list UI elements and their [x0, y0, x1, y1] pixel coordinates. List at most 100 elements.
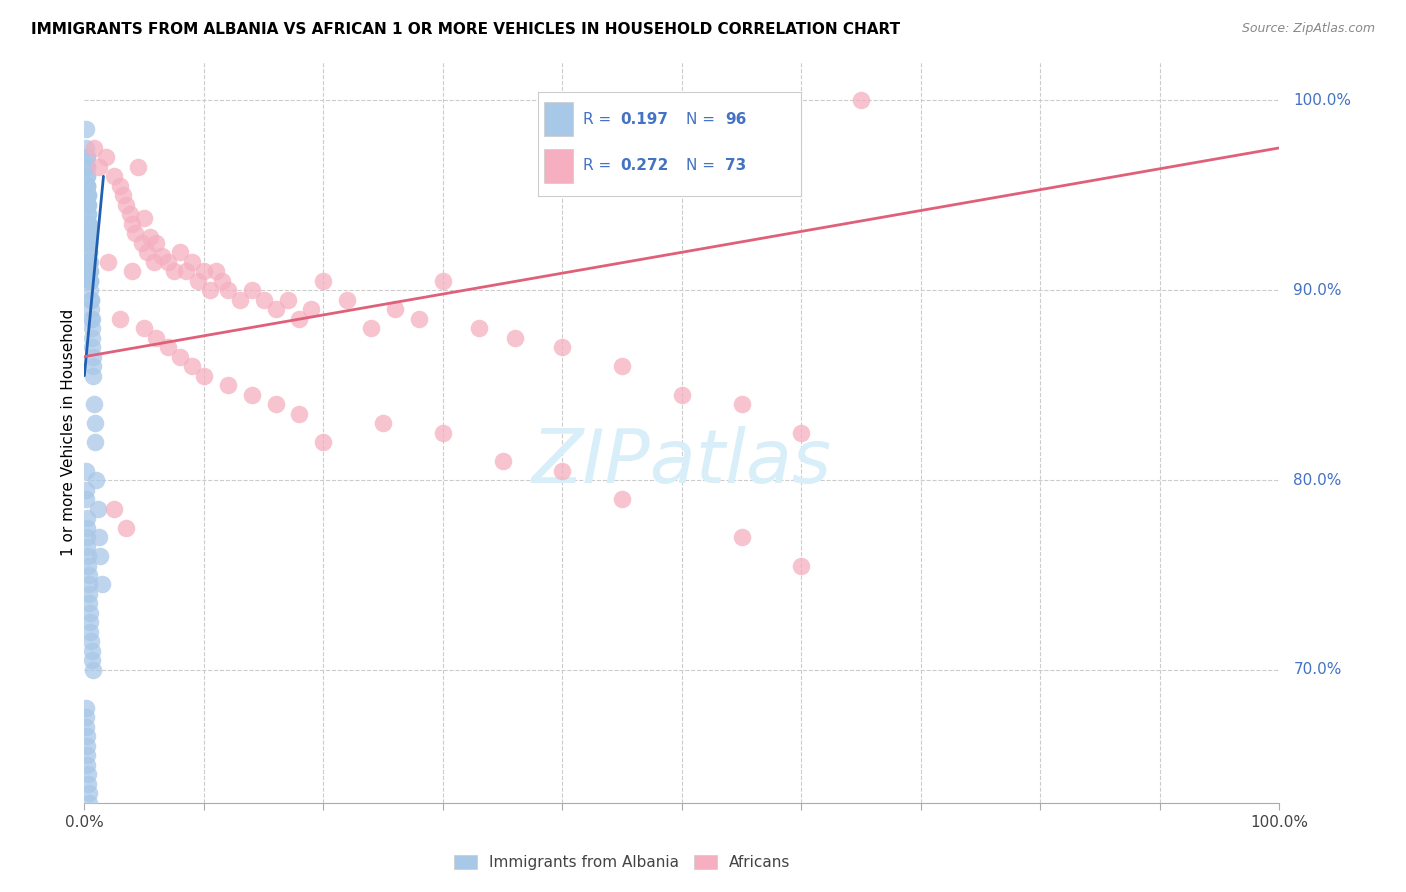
Point [75, 121, 97, 136]
Point [79, 624, 101, 639]
Legend: Immigrants from Albania, Africans: Immigrants from Albania, Africans [447, 849, 797, 877]
Point [75, 464, 97, 478]
Point [77, 245, 100, 260]
Point [851, 94, 873, 108]
Point [77, 198, 100, 212]
Point [76, 198, 98, 212]
Point [76, 730, 98, 744]
Point [79, 254, 101, 268]
Point [76, 511, 98, 525]
Point [76, 150, 98, 164]
Text: 100.0%: 100.0% [1294, 93, 1351, 108]
Point [80, 644, 103, 658]
Text: IMMIGRANTS FROM ALBANIA VS AFRICAN 1 OR MORE VEHICLES IN HOUSEHOLD CORRELATION C: IMMIGRANTS FROM ALBANIA VS AFRICAN 1 OR … [31, 22, 900, 37]
Point [76, 160, 98, 174]
Point [77, 796, 100, 810]
Point [211, 274, 233, 288]
Point [75, 701, 97, 715]
Point [83, 141, 105, 155]
Point [82, 340, 104, 354]
Point [253, 293, 276, 307]
Point [77, 786, 100, 800]
Point [181, 359, 204, 374]
Point [87, 160, 110, 174]
Point [80, 634, 103, 648]
Point [80, 321, 103, 335]
Point [193, 368, 215, 383]
Point [77, 558, 100, 573]
Point [408, 311, 430, 326]
Point [312, 435, 335, 450]
Point [94, 150, 117, 164]
Text: ZIPatlas: ZIPatlas [531, 426, 832, 499]
Point [373, 416, 395, 430]
Point [77, 227, 100, 241]
Point [277, 293, 299, 307]
Point [76, 549, 98, 563]
Point [432, 274, 454, 288]
Point [79, 254, 101, 268]
Point [77, 207, 100, 221]
Point [89, 549, 111, 563]
Point [468, 321, 491, 335]
Point [731, 530, 754, 544]
Point [150, 249, 173, 263]
Point [76, 160, 98, 174]
Point [360, 321, 382, 335]
Point [76, 207, 98, 221]
Point [169, 350, 191, 364]
Point [77, 217, 100, 231]
Point [87, 530, 110, 544]
Point [145, 331, 167, 345]
Point [77, 217, 100, 231]
Point [121, 264, 143, 278]
Point [110, 178, 132, 193]
Point [127, 160, 149, 174]
Point [76, 198, 98, 212]
Point [193, 264, 215, 278]
Point [229, 293, 252, 307]
Point [240, 283, 263, 297]
Point [77, 227, 100, 241]
Point [79, 274, 101, 288]
Point [83, 397, 105, 411]
Point [103, 169, 125, 184]
Point [288, 311, 311, 326]
Point [75, 141, 97, 155]
Point [118, 207, 141, 221]
Point [82, 663, 104, 677]
Point [76, 540, 98, 554]
Point [86, 473, 108, 487]
Point [131, 235, 153, 250]
Point [198, 283, 221, 297]
Y-axis label: 1 or more Vehicles in Household: 1 or more Vehicles in Household [60, 309, 76, 557]
Point [336, 293, 359, 307]
Point [79, 597, 101, 611]
Point [163, 264, 186, 278]
Point [77, 235, 100, 250]
Point [217, 378, 239, 392]
Point [80, 293, 103, 307]
Point [142, 254, 165, 268]
Point [82, 653, 104, 667]
Point [79, 814, 101, 829]
Point [79, 293, 101, 307]
Point [77, 188, 100, 202]
Point [169, 245, 191, 260]
Point [77, 577, 100, 591]
Point [145, 235, 167, 250]
Point [174, 264, 197, 278]
Point [612, 491, 634, 506]
Point [82, 843, 104, 857]
Point [77, 777, 100, 791]
Point [790, 558, 813, 573]
Point [79, 264, 101, 278]
Point [124, 227, 146, 241]
Point [79, 615, 101, 630]
Point [82, 350, 104, 364]
Point [205, 264, 228, 278]
Point [76, 739, 98, 753]
Point [76, 520, 98, 534]
Point [77, 227, 100, 241]
Point [551, 464, 574, 478]
